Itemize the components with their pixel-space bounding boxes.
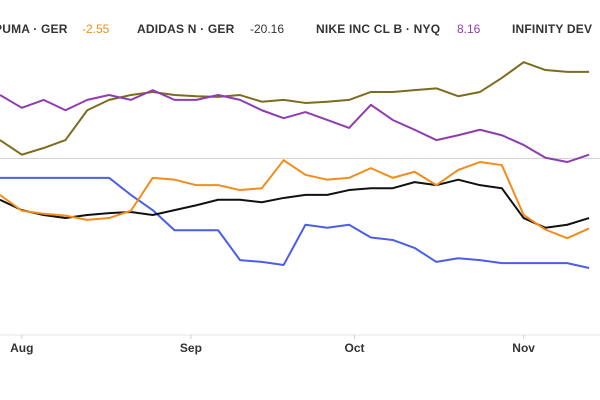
series-line <box>0 89 590 164</box>
legend-label: PUMA · GER <box>0 22 68 36</box>
plot-area <box>0 61 600 269</box>
legend-change: -20.16 <box>250 22 284 36</box>
legend-label: INFINITY DEV <box>512 22 592 36</box>
series-line <box>0 176 590 269</box>
series-line <box>0 61 590 156</box>
legend: PUMA · GER -2.55 ADIDAS N · GER -20.16 NIKE … <box>0 22 592 36</box>
x-tick-label: Sep <box>180 341 202 355</box>
x-axis: Aug Sep Oct Nov <box>0 334 600 355</box>
x-tick-label: Nov <box>512 341 535 355</box>
x-tick-label: Aug <box>10 341 33 355</box>
legend-change: 8.16 <box>457 22 481 36</box>
series-line <box>0 178 590 229</box>
x-tick-label: Oct <box>345 341 365 355</box>
legend-change: -2.55 <box>82 22 110 36</box>
series-line <box>0 159 590 240</box>
legend-label: NIKE INC CL B · NYQ <box>316 22 440 36</box>
legend-label: ADIDAS N · GER <box>137 22 235 36</box>
